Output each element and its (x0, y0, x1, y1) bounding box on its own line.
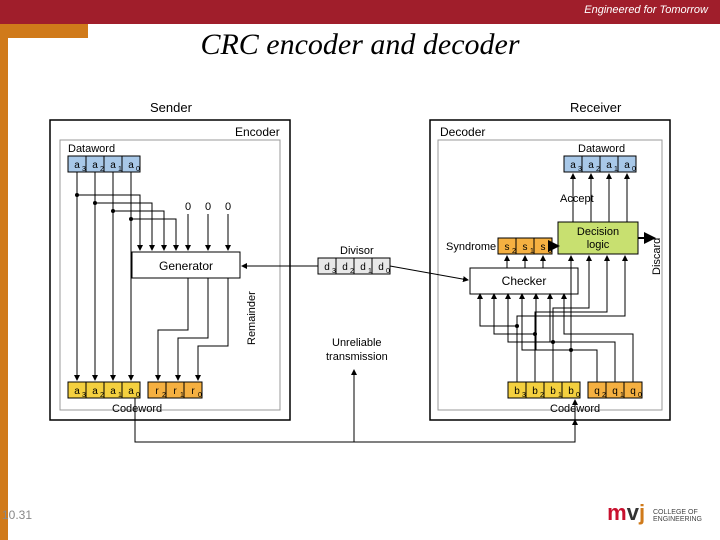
logo: mvj COLLEGE OFENGINEERING (607, 500, 702, 526)
svg-text:1: 1 (118, 166, 122, 173)
svg-text:1: 1 (368, 268, 372, 275)
svg-text:a: a (128, 160, 134, 171)
svg-text:s: s (541, 242, 546, 253)
svg-text:2: 2 (596, 166, 600, 173)
encoder-label: Encoder (235, 125, 280, 139)
svg-text:2: 2 (602, 392, 606, 399)
dataword-receiver: a3 a2 a1 a0 (564, 156, 636, 173)
svg-text:s: s (523, 242, 528, 253)
divisor-label: Divisor (340, 245, 374, 257)
page-title: CRC encoder and decoder (0, 28, 720, 62)
svg-text:a: a (110, 160, 116, 171)
svg-text:1: 1 (620, 392, 624, 399)
svg-text:0: 0 (205, 201, 211, 213)
svg-text:3: 3 (578, 166, 582, 173)
svg-text:0: 0 (198, 392, 202, 399)
svg-text:2: 2 (350, 268, 354, 275)
svg-text:3: 3 (82, 166, 86, 173)
crc-diagram: Sender Encoder Dataword a3 a2 a1 a0 0 0 … (40, 90, 680, 470)
remainder-label: Remainder (246, 291, 258, 345)
svg-text:a: a (606, 160, 612, 171)
svg-text:d: d (360, 262, 366, 273)
checker-label: Checker (502, 274, 547, 288)
svg-text:a: a (624, 160, 630, 171)
svg-text:q: q (594, 386, 600, 397)
svg-text:a: a (74, 160, 80, 171)
transmission-label: transmission (326, 351, 388, 363)
svg-text:a: a (128, 386, 134, 397)
svg-text:2: 2 (100, 392, 104, 399)
svg-text:0: 0 (386, 268, 390, 275)
svg-text:1: 1 (118, 392, 122, 399)
svg-text:1: 1 (614, 166, 618, 173)
divisor-bits: d3 d2 d1 d0 (318, 258, 390, 275)
decision-label: Decision (577, 226, 619, 238)
tagline: Engineered for Tomorrow (584, 4, 708, 16)
decoder-label: Decoder (440, 125, 485, 139)
svg-text:0: 0 (185, 201, 191, 213)
svg-text:a: a (110, 386, 116, 397)
svg-text:b: b (568, 386, 574, 397)
svg-text:0: 0 (136, 392, 140, 399)
svg-text:s: s (505, 242, 510, 253)
svg-text:a: a (92, 386, 98, 397)
svg-text:0: 0 (548, 248, 552, 255)
receiver-label: Receiver (570, 100, 622, 115)
svg-text:3: 3 (82, 392, 86, 399)
svg-text:d: d (378, 262, 384, 273)
svg-text:0: 0 (632, 166, 636, 173)
codeword-sender: a3 a2 a1 a0 r2 r1 r0 (68, 382, 202, 399)
sender-label: Sender (150, 100, 193, 115)
svg-text:1: 1 (180, 392, 184, 399)
syndrome-label: Syndrome (446, 241, 496, 253)
svg-text:a: a (570, 160, 576, 171)
svg-text:3: 3 (332, 268, 336, 275)
svg-text:a: a (588, 160, 594, 171)
dataword-sender: a3 a2 a1 a0 (68, 156, 140, 173)
svg-text:0: 0 (136, 166, 140, 173)
unreliable-label: Unreliable (332, 337, 382, 349)
discard-label: Discard (651, 238, 663, 275)
dataword-label-s: Dataword (68, 143, 115, 155)
svg-text:0: 0 (576, 392, 580, 399)
svg-text:q: q (630, 386, 636, 397)
syndrome-bits: s2 s1 s0 (498, 238, 552, 255)
vertical-bar (0, 38, 8, 540)
svg-text:b: b (532, 386, 538, 397)
svg-text:2: 2 (540, 392, 544, 399)
codeword-label-s: Codeword (112, 403, 162, 415)
codeword-receiver: b3 b2 b1 b0 q2 q1 q0 (508, 382, 642, 399)
svg-text:1: 1 (558, 392, 562, 399)
logic-label: logic (587, 239, 610, 251)
svg-text:q: q (612, 386, 618, 397)
page-number: 10.31 (2, 508, 32, 522)
dataword-label-r: Dataword (578, 143, 625, 155)
svg-text:d: d (324, 262, 330, 273)
svg-text:d: d (342, 262, 348, 273)
svg-text:0: 0 (638, 392, 642, 399)
svg-text:a: a (74, 386, 80, 397)
svg-text:2: 2 (512, 248, 516, 255)
svg-text:3: 3 (522, 392, 526, 399)
svg-text:1: 1 (530, 248, 534, 255)
generator-label: Generator (159, 259, 213, 273)
svg-text:0: 0 (225, 201, 231, 213)
svg-text:b: b (514, 386, 520, 397)
svg-text:b: b (550, 386, 556, 397)
svg-text:2: 2 (162, 392, 166, 399)
svg-text:a: a (92, 160, 98, 171)
svg-text:2: 2 (100, 166, 104, 173)
accept-label: Accept (560, 193, 594, 205)
